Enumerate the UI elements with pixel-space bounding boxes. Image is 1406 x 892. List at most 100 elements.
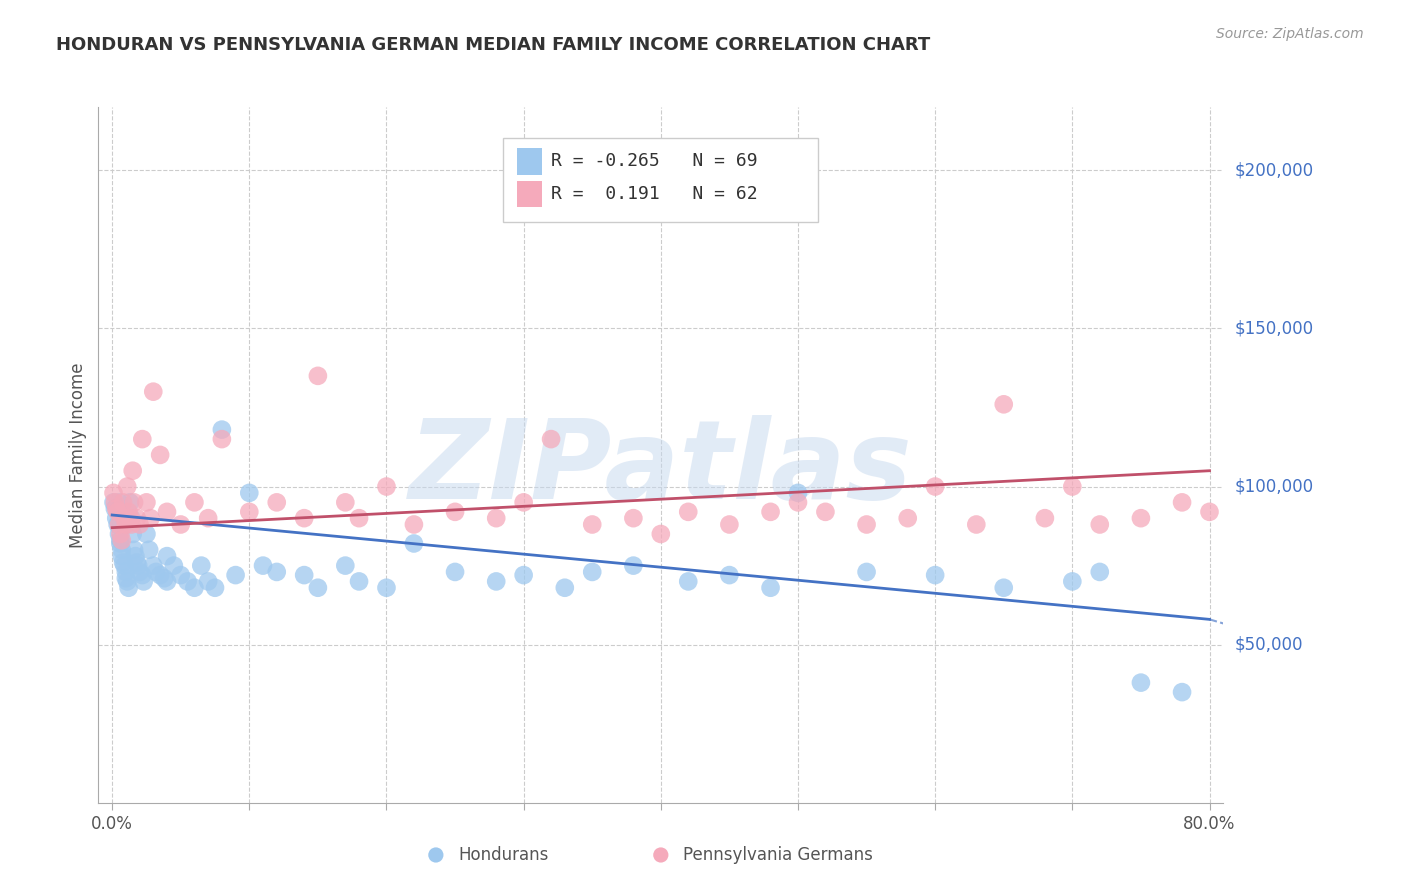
Point — [581, 517, 603, 532]
Point — [1033, 511, 1056, 525]
Point — [111, 542, 134, 557]
Point — [115, 517, 138, 532]
Point — [183, 495, 205, 509]
Point — [1308, 337, 1330, 351]
Text: Hondurans: Hondurans — [458, 846, 548, 864]
Point — [225, 568, 247, 582]
Point — [117, 581, 139, 595]
Point — [142, 384, 165, 399]
Point — [105, 501, 128, 516]
Point — [444, 565, 467, 579]
Point — [135, 527, 157, 541]
Point — [238, 486, 260, 500]
Point — [678, 505, 700, 519]
FancyBboxPatch shape — [517, 148, 541, 175]
Text: HONDURAN VS PENNSYLVANIA GERMAN MEDIAN FAMILY INCOME CORRELATION CHART: HONDURAN VS PENNSYLVANIA GERMAN MEDIAN F… — [56, 36, 931, 54]
Point — [266, 565, 288, 579]
Point — [111, 549, 134, 563]
Point — [375, 479, 398, 493]
Point — [993, 397, 1015, 411]
Point — [211, 423, 233, 437]
Point — [1129, 675, 1152, 690]
Text: R = -0.265   N = 69: R = -0.265 N = 69 — [551, 153, 758, 170]
Point — [347, 511, 370, 525]
Point — [120, 517, 142, 532]
Point — [718, 517, 741, 532]
Point — [512, 568, 534, 582]
Point — [787, 796, 810, 810]
Text: $50,000: $50,000 — [1234, 636, 1303, 654]
Point — [1088, 517, 1111, 532]
Point — [117, 505, 139, 519]
Point — [170, 517, 193, 532]
Point — [103, 486, 125, 500]
Point — [131, 568, 153, 582]
Point — [512, 796, 534, 810]
Point — [211, 432, 233, 446]
Point — [965, 517, 987, 532]
Point — [114, 511, 136, 525]
Text: $150,000: $150,000 — [1234, 319, 1313, 337]
Point — [650, 527, 672, 541]
Point — [108, 495, 131, 509]
Point — [1062, 479, 1084, 493]
Point — [759, 581, 782, 595]
Point — [124, 549, 146, 563]
Point — [122, 495, 145, 509]
Point — [252, 558, 274, 573]
Point — [149, 448, 172, 462]
Point — [104, 495, 127, 509]
Point — [115, 574, 138, 589]
Point — [163, 558, 186, 573]
Point — [105, 511, 128, 525]
Point — [266, 495, 288, 509]
Point — [402, 536, 425, 550]
Point — [132, 574, 155, 589]
Point — [238, 505, 260, 519]
Point — [485, 574, 508, 589]
Point — [190, 558, 212, 573]
Point — [156, 549, 179, 563]
Point — [197, 511, 219, 525]
Point — [347, 574, 370, 589]
Point — [540, 432, 562, 446]
Point — [1267, 511, 1289, 525]
Point — [127, 558, 149, 573]
Point — [115, 565, 138, 579]
Point — [107, 517, 129, 532]
Text: ZIPatlas: ZIPatlas — [409, 416, 912, 523]
Point — [581, 565, 603, 579]
FancyBboxPatch shape — [517, 181, 541, 207]
Point — [108, 527, 131, 541]
Point — [444, 505, 467, 519]
Point — [107, 505, 129, 519]
Point — [1226, 517, 1249, 532]
Point — [135, 495, 157, 509]
Point — [897, 511, 920, 525]
Point — [112, 556, 135, 570]
FancyBboxPatch shape — [503, 138, 818, 222]
Point — [621, 558, 644, 573]
Point — [335, 558, 357, 573]
Point — [153, 571, 176, 585]
Point — [292, 511, 315, 525]
Text: R =  0.191   N = 62: R = 0.191 N = 62 — [551, 185, 758, 203]
Point — [993, 581, 1015, 595]
Point — [1198, 505, 1220, 519]
Point — [170, 568, 193, 582]
Point — [718, 568, 741, 582]
Point — [138, 542, 160, 557]
Point — [118, 511, 141, 525]
Point — [112, 495, 135, 509]
Point — [924, 479, 946, 493]
Point — [156, 505, 179, 519]
Point — [145, 565, 167, 579]
Point — [114, 558, 136, 573]
Point — [128, 517, 150, 532]
Point — [1171, 495, 1194, 509]
Text: $200,000: $200,000 — [1234, 161, 1313, 179]
Point — [128, 565, 150, 579]
Point — [149, 568, 172, 582]
Point — [1171, 685, 1194, 699]
Text: Source: ZipAtlas.com: Source: ZipAtlas.com — [1216, 27, 1364, 41]
